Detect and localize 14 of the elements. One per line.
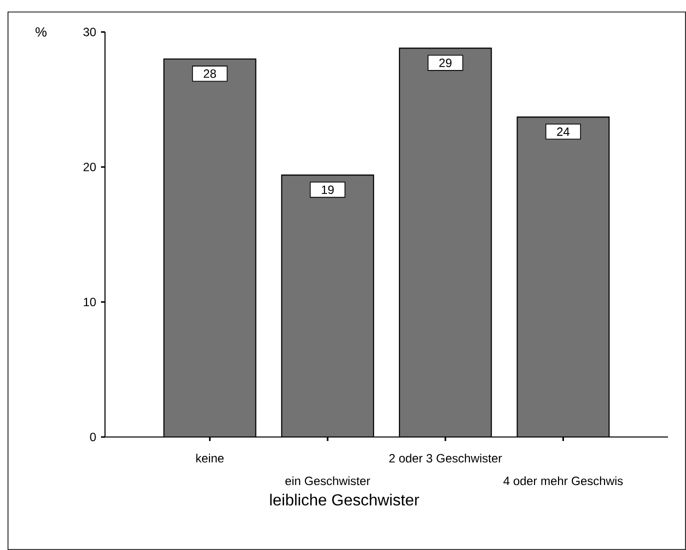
data-label: 24 <box>557 127 570 136</box>
data-label: 19 <box>322 185 334 194</box>
x-tick-label: 4 oder mehr Geschwis <box>503 476 623 486</box>
y-tick-label: 30 <box>83 28 96 36</box>
x-tick-label: ein Geschwister <box>285 476 370 486</box>
x-tick-label: 2 oder 3 Geschwister <box>389 454 502 463</box>
x-tick-label: keine <box>196 454 224 463</box>
data-label: 28 <box>204 69 216 78</box>
y-axis-title: % <box>36 27 47 37</box>
y-tick-label: 0 <box>90 432 96 442</box>
x-axis-title: leibliche Geschwister <box>270 494 420 506</box>
y-tick-label: 10 <box>84 298 96 306</box>
y-tick-label: 20 <box>84 162 96 172</box>
data-label: 29 <box>439 58 452 68</box>
